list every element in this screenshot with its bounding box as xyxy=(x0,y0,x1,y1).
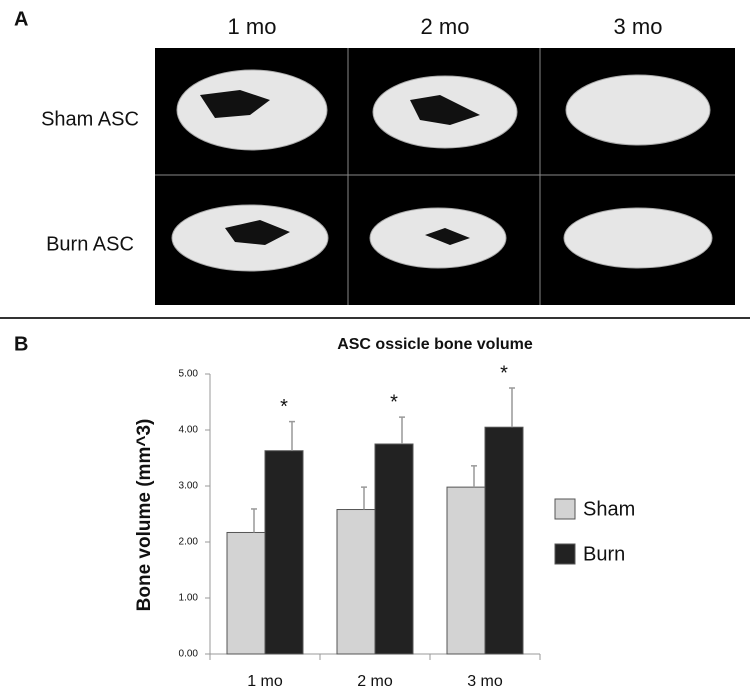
legend-label: Burn xyxy=(583,543,625,565)
y-tick-label: 2.00 xyxy=(179,537,199,548)
y-tick-label: 1.00 xyxy=(179,593,199,604)
legend-label: Sham xyxy=(583,498,635,520)
column-label: 3 mo xyxy=(614,14,663,39)
x-tick-label: 2 mo xyxy=(357,673,393,690)
defects xyxy=(200,90,480,245)
column-label: 1 mo xyxy=(228,14,277,39)
defect xyxy=(225,220,290,245)
bar xyxy=(336,509,376,655)
defect xyxy=(425,228,470,245)
significance-marker: * xyxy=(500,362,508,384)
significance-marker: * xyxy=(390,391,398,413)
row-label: Sham ASC xyxy=(41,108,139,130)
row-label: Burn ASC xyxy=(46,233,134,255)
defect xyxy=(410,95,480,125)
bar xyxy=(484,426,524,655)
ossicle-images xyxy=(171,69,713,272)
y-tick-label: 4.00 xyxy=(179,425,199,436)
column-label: 2 mo xyxy=(421,14,470,39)
bar xyxy=(226,531,266,655)
bar xyxy=(374,443,414,655)
bar xyxy=(446,486,486,655)
panel-label: A xyxy=(14,8,28,30)
y-axis-label: Bone volume (mm^3) xyxy=(134,419,155,612)
chart-title: ASC ossicle bone volume xyxy=(337,336,533,353)
ossicle xyxy=(565,74,711,146)
legend-swatch xyxy=(554,543,576,565)
x-tick-label: 1 mo xyxy=(247,673,283,690)
y-tick-label: 3.00 xyxy=(179,481,199,492)
y-tick-label: 0.00 xyxy=(179,649,199,660)
panel-label: B xyxy=(14,333,28,355)
y-tick-label: 5.00 xyxy=(179,369,199,380)
defect xyxy=(200,90,270,118)
legend-swatch xyxy=(554,498,576,520)
bar xyxy=(264,450,304,655)
x-tick-label: 3 mo xyxy=(467,673,503,690)
significance-marker: * xyxy=(280,396,288,418)
ossicle xyxy=(563,207,713,269)
